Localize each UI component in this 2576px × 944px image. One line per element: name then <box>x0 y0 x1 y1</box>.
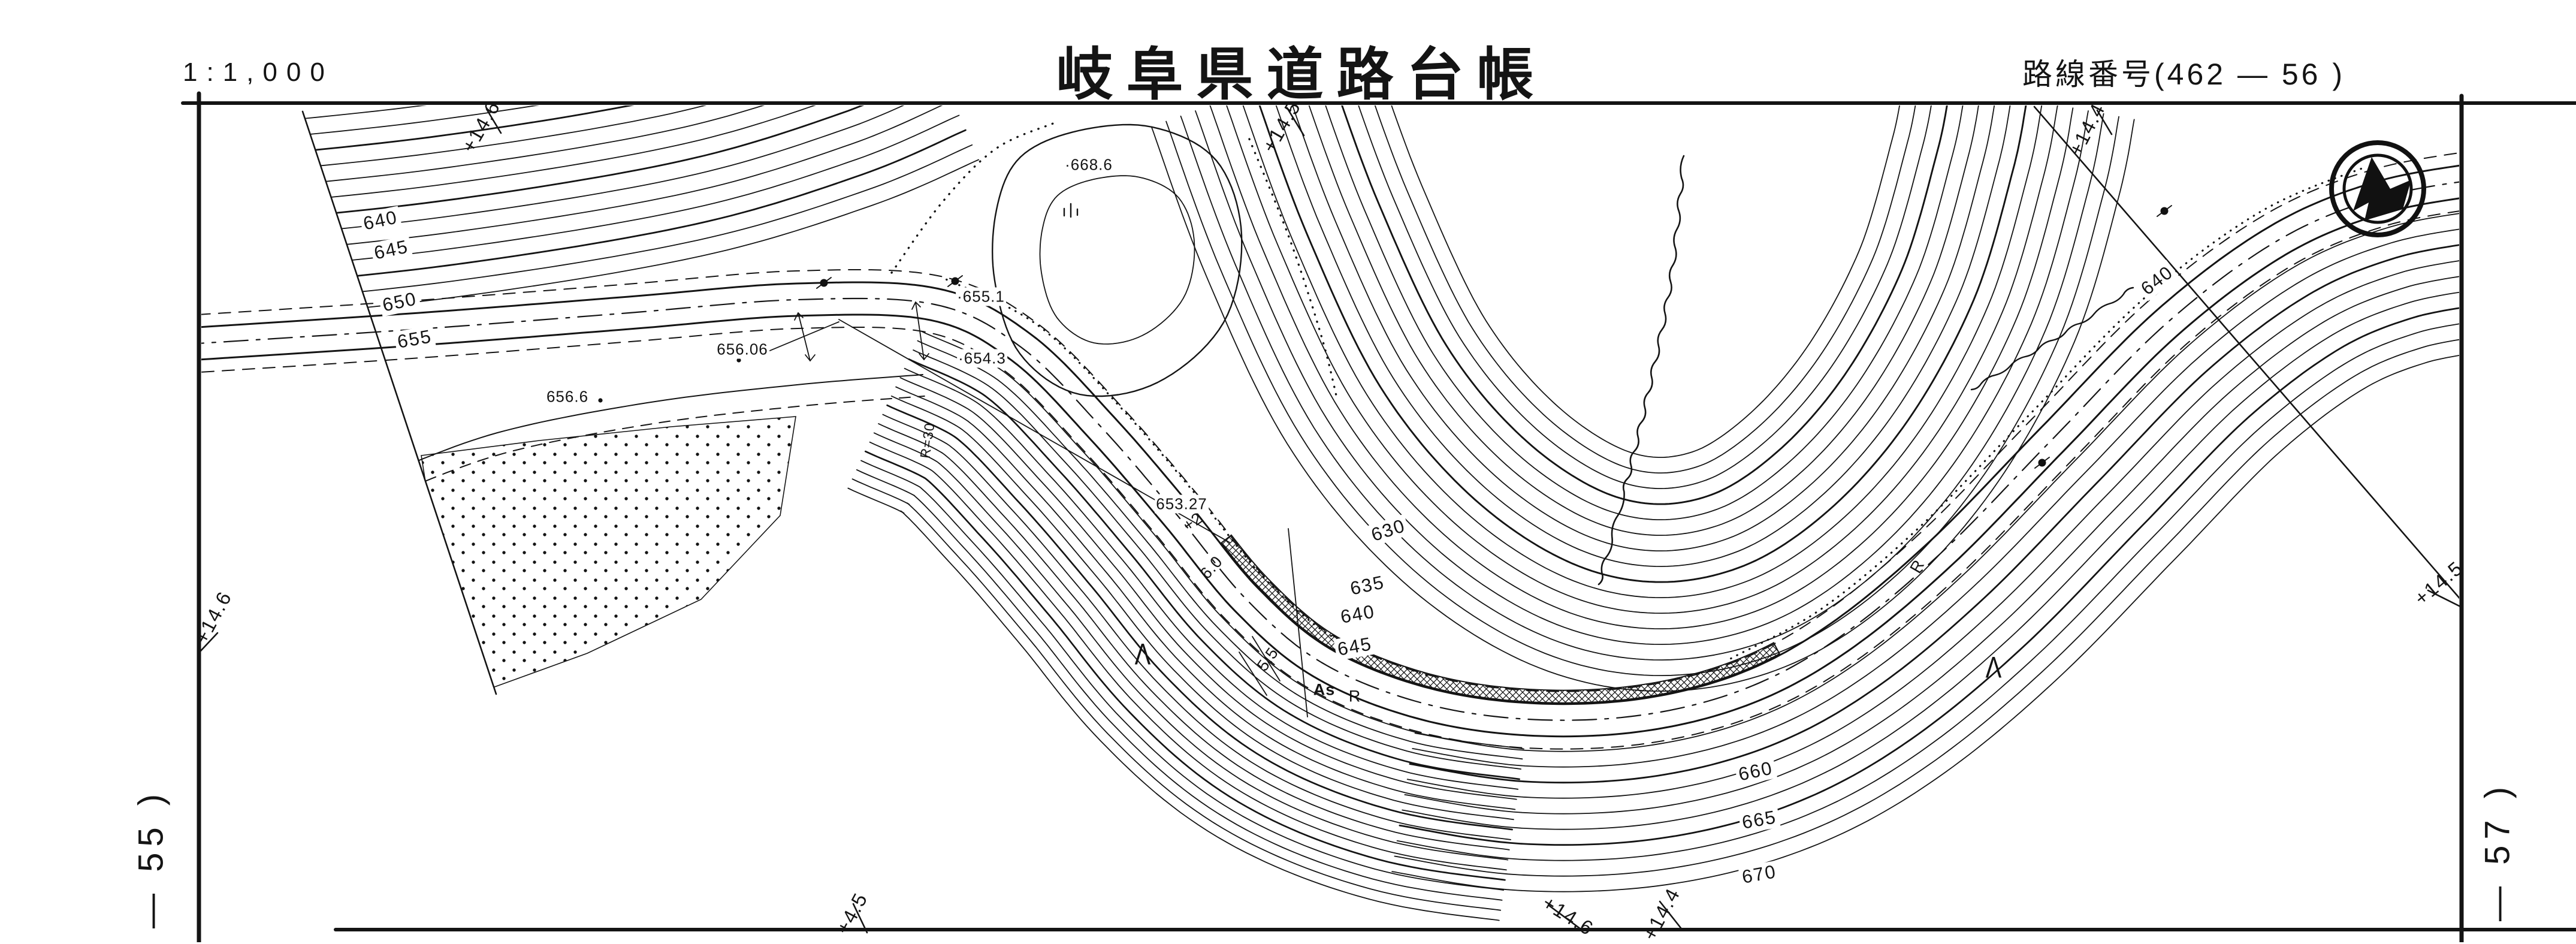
spot-elevation-label: ·668.6 <box>1064 155 1114 174</box>
contour-elevation-label: 635 <box>1346 571 1389 601</box>
contour-elevation-label: 665 <box>1738 806 1781 834</box>
radius-label: R <box>1348 687 1361 705</box>
contour-elevation-label: 645 <box>1333 632 1376 661</box>
radius-label: R <box>1906 556 1928 577</box>
station-marker-label: +4.5 <box>832 888 872 938</box>
spot-elevation-label: 656.06 <box>715 340 769 359</box>
spot-elevation-label: 653.27 <box>1155 494 1209 514</box>
contour-elevation-label: 630 <box>1366 514 1411 547</box>
map-scale: 1:1,000 <box>183 58 334 87</box>
contour-elevation-label: 650 <box>378 287 421 317</box>
contour-elevation-label: 670 <box>1738 860 1781 889</box>
spot-elevation-label: ·655.1 <box>956 287 1006 306</box>
width-label: 5.5 <box>1253 644 1282 674</box>
adjacent-sheet-ref-right: — 57 ) <box>2478 780 2517 922</box>
station-marker-label: +14.6 <box>1538 891 1598 940</box>
station-marker-label: +14.6 <box>190 587 236 647</box>
north-arrow-icon <box>2329 140 2426 237</box>
adjacent-sheet-ref-left: — 55 ) <box>131 788 171 929</box>
contour-elevation-label: 660 <box>1734 756 1777 786</box>
station-marker-label: +14.4 <box>2064 99 2110 159</box>
slope-symbol: Λ <box>1985 651 2002 684</box>
contour-elevation-label: 645 <box>370 235 413 265</box>
route-number: 路線番号(462 — 56 ) <box>2022 58 2346 91</box>
map-frame <box>181 91 2576 942</box>
station-marker-label: +14.5 <box>2409 556 2468 610</box>
width-label: 6.0 <box>1196 552 1227 583</box>
survey-point-dot <box>736 358 741 363</box>
station-marker-label: +14.4 <box>1638 883 1684 944</box>
contour-elevation-label: 640 <box>2135 260 2179 301</box>
survey-point-dot <box>598 398 603 403</box>
spot-elevation-label: ·654.3 <box>957 349 1007 368</box>
contour-elevation-label: 655 <box>393 325 436 354</box>
contour-field-main <box>201 105 2459 921</box>
page-title: 岐阜県道路台帳 <box>1056 43 1547 107</box>
station-marker-label: +14.6 <box>457 96 505 156</box>
contour-elevation-label: 640 <box>359 206 402 236</box>
contour-elevation-label: 640 <box>1336 600 1379 629</box>
surface-type-label: As <box>1313 680 1336 699</box>
slope-symbol: Λ <box>1134 638 1151 671</box>
spot-elevation-label: 656.6 <box>545 387 590 406</box>
radius-label: R=30 <box>917 421 938 460</box>
